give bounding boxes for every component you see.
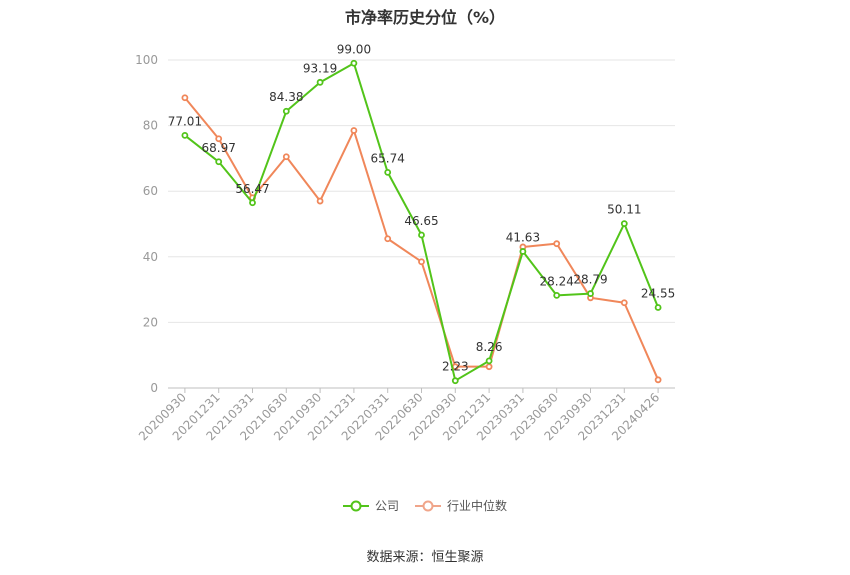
- data-point-company: [316, 78, 324, 86]
- data-label: 84.38: [269, 90, 303, 104]
- legend-company-icon: [342, 500, 369, 511]
- data-point-company: [553, 291, 561, 299]
- y-tick-label: 0: [150, 381, 158, 395]
- data-label: 2.23: [442, 360, 469, 374]
- legend-industry-icon: [415, 500, 441, 511]
- data-point-company: [485, 357, 493, 365]
- y-tick-label: 100: [135, 53, 158, 67]
- data-point-company: [384, 168, 392, 176]
- legend-item-company[interactable]: 公司: [342, 497, 399, 514]
- data-point-company: [282, 107, 290, 115]
- y-tick-label: 80: [143, 119, 158, 133]
- y-tick-label: 40: [143, 250, 158, 264]
- y-tick-label: 20: [143, 315, 158, 329]
- data-point-industry: [384, 235, 392, 243]
- legend-item-industry[interactable]: 行业中位数: [415, 497, 507, 514]
- data-label: 56.47: [235, 182, 269, 196]
- data-point-company: [181, 132, 189, 139]
- data-label: 68.97: [202, 141, 236, 155]
- chart-title: 市净率历史分位（%）: [344, 8, 506, 27]
- data-point-industry: [215, 135, 223, 143]
- data-point-industry: [418, 258, 425, 266]
- data-source: 数据来源：恒生聚源: [366, 550, 484, 565]
- data-label: 8.26: [476, 340, 503, 354]
- data-label: 28.24: [540, 274, 574, 288]
- data-label: 99.00: [337, 42, 371, 56]
- data-label: 24.55: [641, 286, 675, 300]
- data-point-company: [215, 158, 223, 166]
- data-point-industry: [485, 363, 493, 371]
- data-point-company: [654, 304, 662, 311]
- data-point-company: [620, 220, 628, 228]
- data-point-industry: [654, 376, 662, 384]
- data-point-industry: [282, 153, 290, 161]
- data-point-industry: [553, 240, 561, 248]
- data-label: 77.01: [168, 114, 202, 128]
- data-label: 28.79: [573, 273, 607, 287]
- data-point-company: [587, 290, 594, 297]
- data-label: 93.19: [303, 61, 337, 75]
- legend: 公司 行业中位数: [0, 497, 850, 514]
- data-point-company: [519, 248, 527, 255]
- data-point-industry: [181, 94, 189, 102]
- legend-label-company: 公司: [374, 499, 399, 513]
- data-point-company: [249, 199, 256, 207]
- data-point-company: [451, 377, 459, 385]
- data-point-company: [350, 59, 358, 67]
- data-label: 46.65: [404, 214, 438, 228]
- data-point-industry: [620, 299, 628, 307]
- data-label: 50.11: [607, 203, 641, 217]
- data-label: 65.74: [371, 151, 405, 165]
- data-point-industry: [316, 197, 324, 205]
- data-point-company: [418, 231, 425, 239]
- data-label: 41.63: [506, 230, 540, 244]
- y-tick-label: 60: [143, 184, 158, 198]
- legend-label-industry: 行业中位数: [447, 499, 508, 513]
- data-point-industry: [350, 127, 358, 134]
